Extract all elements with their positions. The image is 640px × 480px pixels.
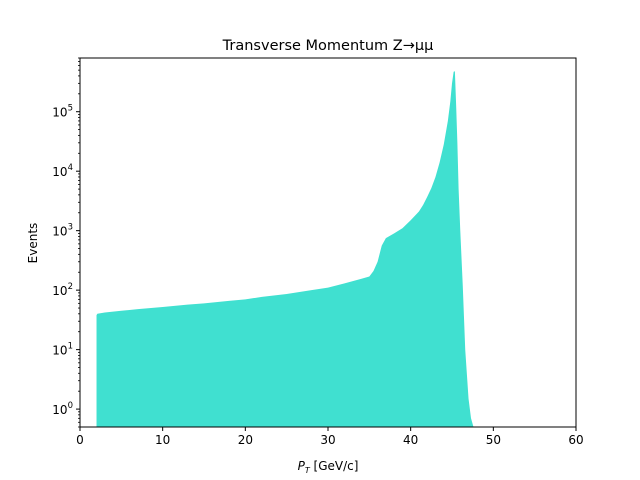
y-tick-label: 100: [52, 401, 73, 417]
y-axis-label: Events: [26, 223, 40, 264]
x-axis-label: PT [GeV/c]: [298, 459, 359, 475]
x-tick-label: 30: [320, 433, 335, 447]
x-tick-label: 60: [568, 433, 583, 447]
x-tick-label: 10: [155, 433, 170, 447]
y-axis-ticks: 100 101 102 103 104 105: [52, 104, 80, 417]
chart-title: Transverse Momentum Z→μμ: [222, 38, 434, 54]
x-tick-label: 0: [76, 433, 84, 447]
x-axis-label-symbol: P: [298, 459, 306, 473]
plot-area: [96, 71, 474, 427]
y-tick-label: 102: [52, 282, 73, 298]
x-axis-label-subscript: T: [305, 466, 311, 475]
x-axis-ticks: 0 10 20 30 40 50 60: [76, 427, 584, 447]
y-tick-label: 103: [52, 223, 73, 239]
histogram-fill: [96, 71, 474, 427]
y-axis-minor-ticks: [78, 57, 80, 428]
y-tick-label: 104: [52, 163, 73, 179]
x-tick-label: 40: [403, 433, 418, 447]
y-tick-label: 105: [52, 104, 73, 120]
x-tick-label: 50: [486, 433, 501, 447]
y-tick-label: 101: [52, 342, 73, 358]
x-tick-label: 20: [238, 433, 253, 447]
x-axis-label-unit: [GeV/c]: [310, 459, 359, 473]
